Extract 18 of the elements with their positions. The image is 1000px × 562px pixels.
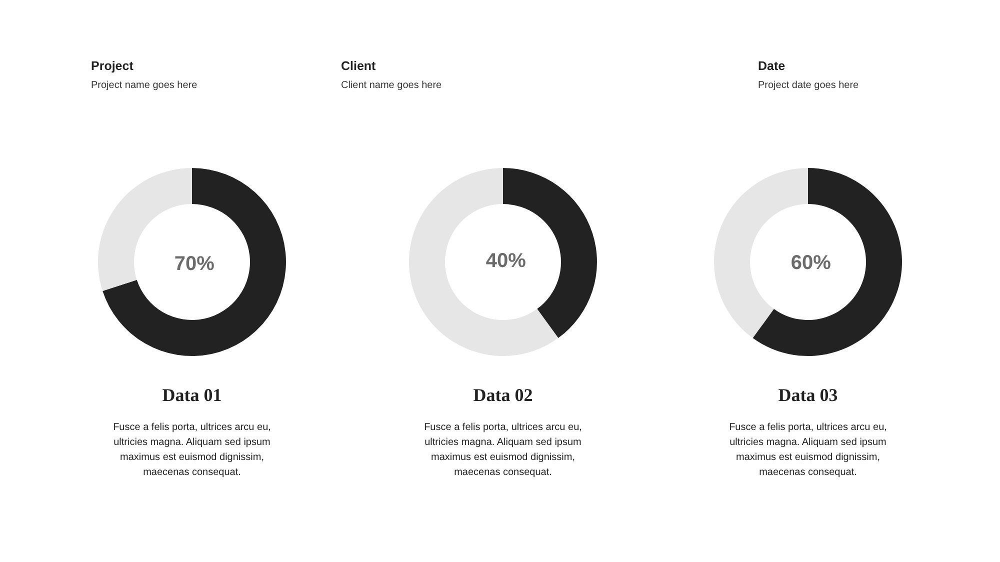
text: Fusce a felis porta, ultrices arcu eu, ultricies magna. Aliquam sed ipsum maximus est euismod dignissim, maecenas consequat. <box>423 421 583 480</box>
donut-slice <box>409 168 558 356</box>
data-label: 60% <box>790 252 831 274</box>
text: Project <box>91 58 134 74</box>
donut-slice <box>752 168 902 356</box>
text: Fusce a felis porta, ultrices arcu eu, ultricies magna. Aliquam sed ipsum maximus est euismod dignissim, maecenas consequat. <box>112 421 272 480</box>
text: Data 03 <box>777 384 839 407</box>
text: Project date goes here <box>758 79 859 92</box>
text: Date <box>758 58 786 74</box>
donut-slice <box>102 168 286 356</box>
text: Data 01 <box>161 384 223 407</box>
data-label: 40% <box>486 250 526 272</box>
text: Client <box>341 58 377 74</box>
text: Data 02 <box>472 384 534 407</box>
text: Client name goes here <box>341 79 442 92</box>
text: Project name goes here <box>91 79 198 92</box>
data-label: 70% <box>174 252 214 275</box>
text: Fusce a felis porta, ultrices arcu eu, ultricies magna. Aliquam sed ipsum maximus est euismod dignissim, maecenas consequat. <box>728 421 888 480</box>
